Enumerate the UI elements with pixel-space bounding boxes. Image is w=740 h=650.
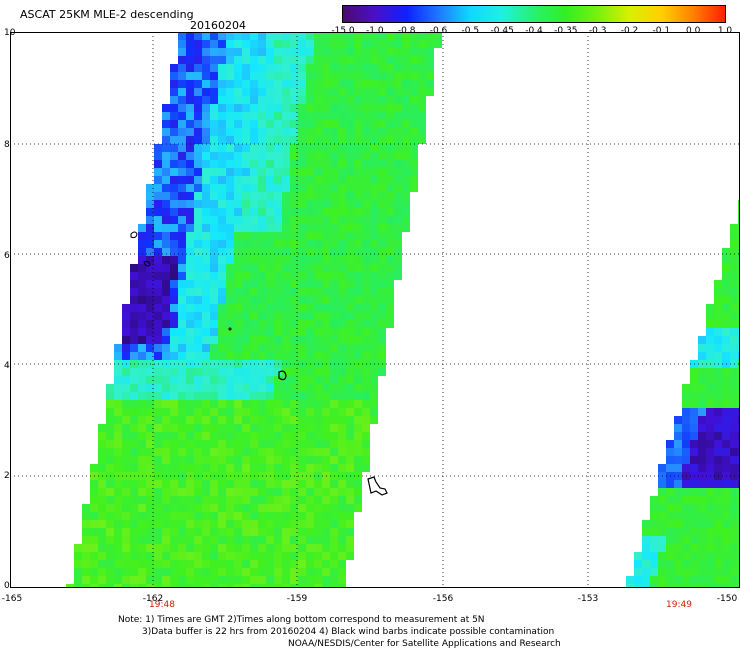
- pass-time-2: 19:49: [666, 600, 692, 610]
- y-tick-0: 0: [4, 581, 10, 591]
- x-tick-150w: -150: [716, 594, 738, 604]
- colorbar-label: -0.4: [525, 26, 543, 36]
- colorbar-label: -0.6: [429, 26, 448, 36]
- colorbar-label: -0.45: [490, 26, 514, 36]
- map-date: 20160204: [190, 19, 246, 32]
- colorbar-label: -1.0: [366, 26, 384, 36]
- colorbar: [342, 5, 726, 23]
- map-title: ASCAT 25KM MLE-2 descending: [20, 8, 194, 21]
- note-line-3: NOAA/NESDIS/Center for Satellite Applica…: [288, 639, 561, 649]
- colorbar-label: -15.0: [331, 26, 355, 36]
- x-tick-159w: -159: [286, 594, 308, 604]
- colorbar-label: -0.2: [620, 26, 639, 36]
- y-tick-4: 4: [4, 361, 10, 371]
- note-line-2: 3)Data buffer is 22 hrs from 20160204 4)…: [142, 627, 555, 637]
- note-line-1: Note: 1) Times are GMT 2)Times along bot…: [118, 615, 485, 625]
- colorbar-label: 1.0: [717, 26, 733, 36]
- colorbar-label: -0.5: [461, 26, 480, 36]
- colorbar-label: -0.3: [588, 26, 607, 36]
- x-tick-162w: -162: [142, 594, 164, 604]
- pass-time-1: 19:48: [149, 600, 175, 610]
- x-tick-165w: -165: [1, 594, 23, 604]
- y-tick-2: 2: [4, 471, 10, 481]
- colorbar-label: -0.1: [652, 26, 671, 36]
- map-plot-area: [10, 32, 740, 588]
- y-tick-8: 8: [4, 140, 10, 150]
- x-tick-156w: -156: [432, 594, 454, 604]
- colorbar-label: -0.35: [554, 26, 578, 36]
- colorbar-label: -0.8: [397, 26, 416, 36]
- x-tick-153w: -153: [577, 594, 599, 604]
- colorbar-label: 0.0: [685, 26, 701, 36]
- y-tick-6: 6: [4, 251, 10, 261]
- y-tick-10: 10: [4, 28, 16, 38]
